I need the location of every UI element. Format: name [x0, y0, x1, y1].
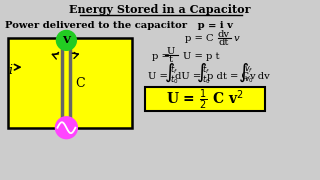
- Text: V: V: [62, 36, 70, 45]
- Text: U = p t: U = p t: [183, 52, 220, 61]
- Text: U = $\frac{1}{2}$ C v$^2$: U = $\frac{1}{2}$ C v$^2$: [166, 88, 244, 112]
- FancyBboxPatch shape: [145, 87, 265, 111]
- Circle shape: [55, 117, 77, 139]
- Text: $v_0$: $v_0$: [244, 75, 253, 85]
- Text: $\int$: $\int$: [164, 62, 175, 84]
- Text: dU =: dU =: [175, 72, 201, 81]
- Text: Power delivered to the capacitor   p = i v: Power delivered to the capacitor p = i v: [5, 21, 233, 30]
- Text: $\int$: $\int$: [238, 62, 249, 84]
- Text: t: t: [169, 55, 173, 64]
- Text: p = C: p = C: [185, 34, 217, 43]
- Text: $v_f$: $v_f$: [244, 65, 253, 75]
- Text: dv: dv: [218, 30, 230, 39]
- Text: dt: dt: [219, 38, 229, 47]
- Circle shape: [56, 30, 76, 50]
- Text: $\int$: $\int$: [196, 62, 207, 84]
- Text: Energy Stored in a Capacitor: Energy Stored in a Capacitor: [69, 4, 251, 15]
- Text: $t_0$: $t_0$: [170, 74, 178, 86]
- Text: i: i: [9, 64, 13, 77]
- Text: p dt = C: p dt = C: [207, 72, 249, 81]
- Text: U =: U =: [148, 72, 168, 81]
- Text: v: v: [234, 34, 239, 43]
- FancyBboxPatch shape: [8, 38, 132, 128]
- Text: $t_0$: $t_0$: [202, 74, 210, 86]
- Text: $t_f$: $t_f$: [170, 64, 178, 76]
- Text: U: U: [167, 47, 175, 56]
- Text: p =: p =: [152, 52, 170, 61]
- Text: C: C: [76, 76, 85, 90]
- Text: $t_f$: $t_f$: [202, 64, 210, 76]
- Text: v dv: v dv: [249, 72, 269, 81]
